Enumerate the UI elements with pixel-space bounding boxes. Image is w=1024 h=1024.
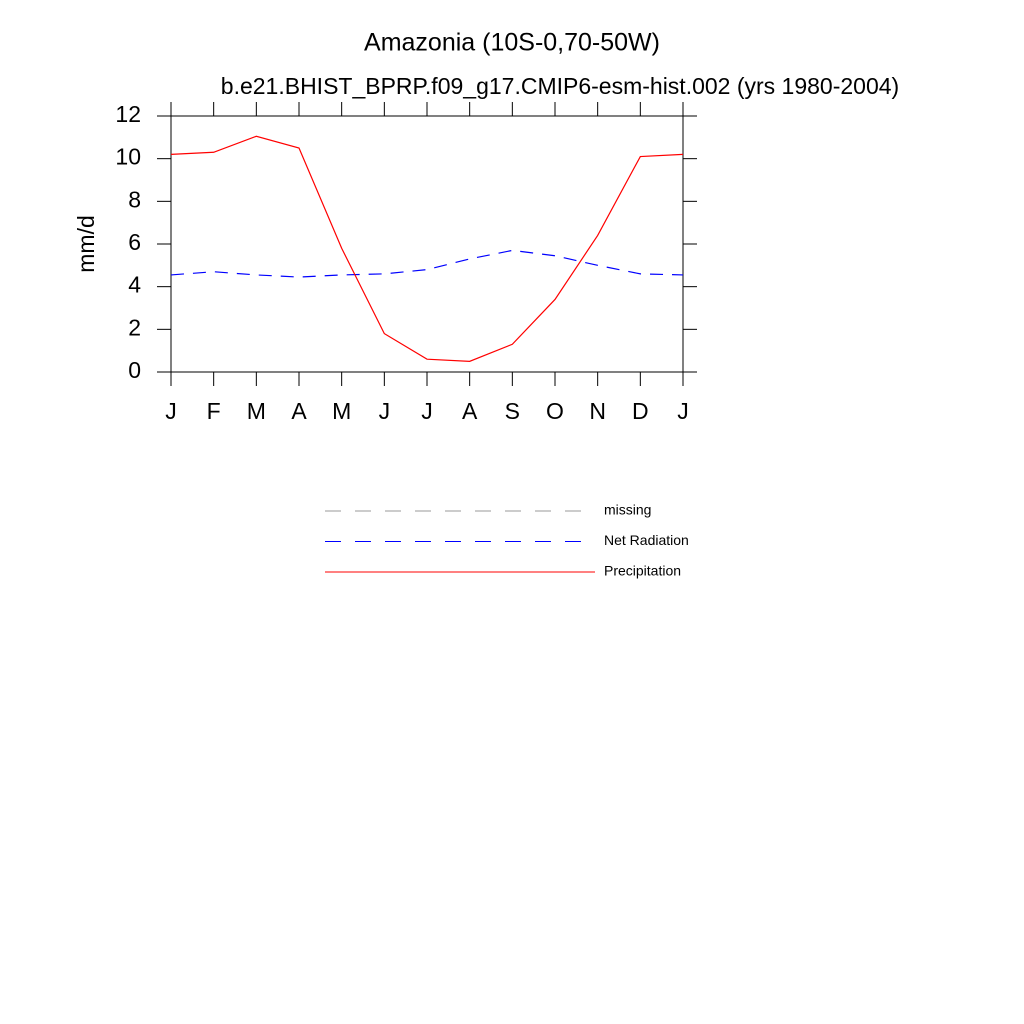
- x-tick-label: M: [247, 398, 266, 424]
- legend-label: Precipitation: [604, 563, 681, 579]
- legend-label: Net Radiation: [604, 532, 689, 548]
- x-tick-label: N: [589, 398, 606, 424]
- x-tick-label: J: [165, 398, 177, 424]
- x-tick-label: O: [546, 398, 564, 424]
- data-line: [170, 135, 684, 362]
- chart-title: Amazonia (10S-0,70-50W): [364, 29, 660, 57]
- x-tick-label: A: [291, 398, 307, 424]
- y-axis-label: mm/d: [73, 215, 99, 273]
- legend-label: missing: [604, 502, 651, 518]
- plot-frame: [170, 115, 684, 373]
- data-line: [170, 249, 684, 278]
- x-tick-label: S: [505, 398, 520, 424]
- x-tick-label: A: [462, 398, 478, 424]
- y-tick-label: 0: [128, 357, 141, 383]
- x-tick-label: J: [379, 398, 391, 424]
- y-tick-label: 10: [115, 144, 141, 170]
- x-tick-label: M: [332, 398, 351, 424]
- x-tick-label: J: [677, 398, 689, 424]
- chart-subtitle: b.e21.BHIST_BPRP.f09_g17.CMIP6-esm-hist.…: [221, 73, 899, 99]
- y-tick-label: 6: [128, 229, 141, 255]
- x-tick-label: D: [632, 398, 649, 424]
- x-tick-label: F: [207, 398, 221, 424]
- y-tick-label: 12: [115, 101, 141, 127]
- y-tick-label: 8: [128, 186, 141, 212]
- x-tick-label: J: [421, 398, 433, 424]
- y-tick-label: 4: [128, 272, 141, 298]
- y-tick-label: 2: [128, 314, 141, 340]
